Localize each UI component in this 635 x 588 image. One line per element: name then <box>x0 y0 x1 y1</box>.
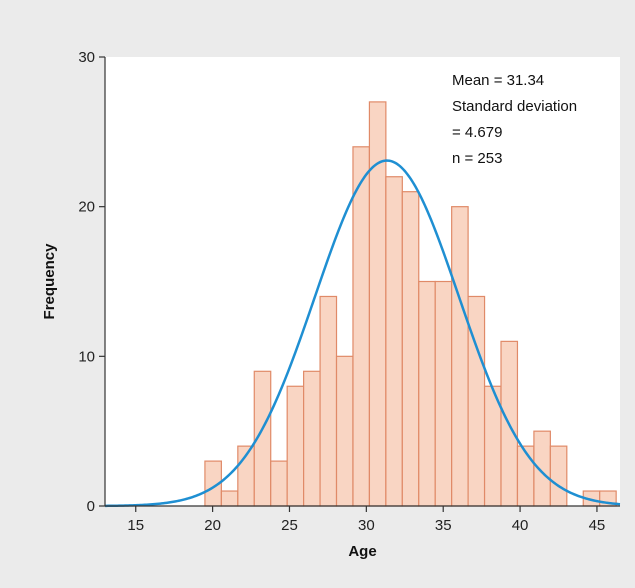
histogram-bar-5 <box>286 385 305 507</box>
histogram-bar-7 <box>319 295 338 507</box>
stats-mean: Mean = 31.34 <box>452 72 544 89</box>
histogram-bar-19 <box>516 445 535 507</box>
x-tick-label-3: 30 <box>358 517 375 534</box>
x-tick-label-4: 35 <box>435 517 452 534</box>
stats-n: n = 253 <box>452 150 502 167</box>
histogram-bar-21 <box>549 445 568 507</box>
histogram-bar-13 <box>418 280 436 507</box>
stats-annotation: Mean = 31.34 Standard deviation = 4.679 … <box>452 72 577 167</box>
y-tick-label-1: 10 <box>78 348 95 365</box>
x-tick-label-6: 45 <box>589 517 606 534</box>
x-tick-label-2: 25 <box>281 517 298 534</box>
y-tick-label-0: 0 <box>87 498 95 515</box>
y-axis-title: Frequency <box>41 243 58 320</box>
histogram-bar-14 <box>434 280 453 507</box>
histogram-bar-6 <box>303 370 321 507</box>
y-tick-label-2: 20 <box>78 199 95 216</box>
x-tick-label-5: 40 <box>512 517 529 534</box>
stats-sd-value: = 4.679 <box>452 124 502 141</box>
histogram-bar-20 <box>533 430 551 507</box>
histogram-bar-8 <box>335 355 354 507</box>
x-axis-title: Age <box>348 543 376 560</box>
histogram-bar-11 <box>385 176 403 507</box>
histogram-bar-9 <box>352 146 371 507</box>
normal-distribution-curve <box>104 159 621 508</box>
y-tick-label-3: 30 <box>78 49 95 66</box>
histogram-bar-15 <box>451 206 469 507</box>
axes: 0 10 20 30 15 20 25 30 35 40 45 <box>78 49 620 534</box>
histogram-bar-1 <box>220 490 239 507</box>
x-tick-label-0: 15 <box>127 517 144 534</box>
x-tick-label-1: 20 <box>204 517 221 534</box>
histogram-bar-12 <box>401 191 420 507</box>
stats-sd-label: Standard deviation <box>452 98 577 115</box>
histogram-bar-4 <box>270 460 288 507</box>
